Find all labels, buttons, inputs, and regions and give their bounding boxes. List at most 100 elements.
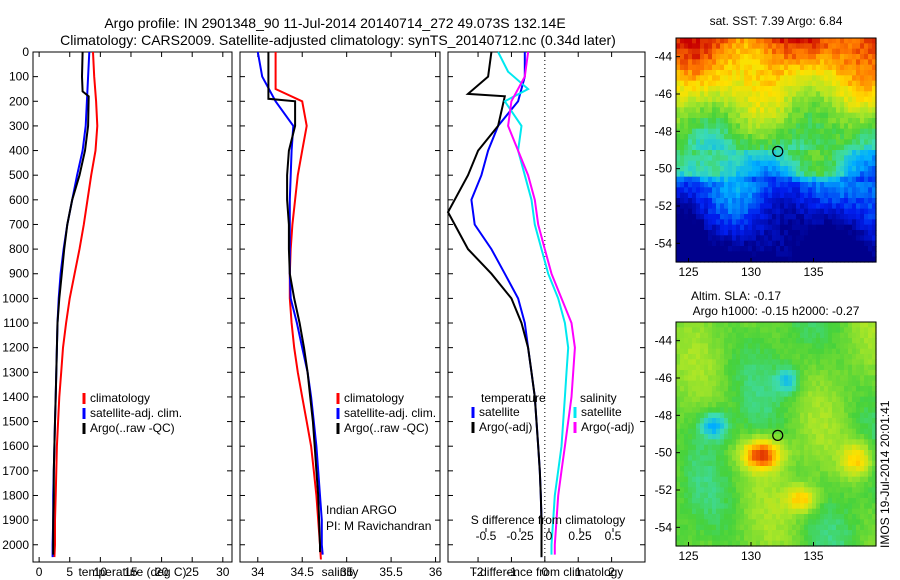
heatmap-cell xyxy=(828,144,833,151)
heatmap-cell xyxy=(752,375,757,382)
heatmap-cell xyxy=(676,134,681,140)
heatmap-cell xyxy=(792,348,797,355)
heatmap-cell xyxy=(740,444,745,451)
heatmap-cell xyxy=(872,359,877,366)
heatmap-cell xyxy=(800,118,805,124)
heatmap-cell xyxy=(676,251,681,258)
heatmap-cell xyxy=(688,134,693,140)
heatmap-cell xyxy=(840,192,845,199)
heatmap-cell xyxy=(688,128,693,135)
heatmap-cell xyxy=(720,160,725,167)
heatmap-cell xyxy=(804,64,809,71)
heatmap-cell xyxy=(860,128,865,135)
heatmap-cell xyxy=(792,498,797,504)
heatmap-cell xyxy=(720,391,725,398)
heatmap-cell xyxy=(744,203,749,210)
heatmap-cell xyxy=(808,155,813,162)
heatmap-cell xyxy=(764,508,769,515)
heatmap-cell xyxy=(720,187,725,194)
heatmap-cell xyxy=(736,407,741,414)
heatmap-cell xyxy=(844,160,849,167)
heatmap-cell xyxy=(788,508,793,515)
heatmap-cell xyxy=(772,343,777,350)
heatmap-cell xyxy=(740,370,745,376)
heatmap-cell xyxy=(872,160,877,167)
heatmap-cell xyxy=(796,256,801,263)
heatmap-cell xyxy=(836,503,841,510)
heatmap-cell xyxy=(716,396,721,403)
legend-header: salinity xyxy=(580,391,617,405)
heatmap-cell xyxy=(680,251,685,258)
heatmap-cell xyxy=(784,182,789,188)
heatmap-cell xyxy=(692,86,697,92)
heatmap-cell xyxy=(872,182,877,188)
heatmap-cell xyxy=(820,38,825,44)
heatmap-cell xyxy=(756,498,761,504)
heatmap-cell xyxy=(752,476,757,483)
heatmap-cell xyxy=(852,332,857,339)
heatmap-cell xyxy=(720,198,725,204)
heatmap-cell xyxy=(768,450,773,456)
heatmap-cell xyxy=(820,59,825,66)
heatmap-cell xyxy=(832,530,837,536)
heatmap-cell xyxy=(680,75,685,82)
heatmap-cell xyxy=(776,492,781,499)
heatmap-cell xyxy=(872,364,877,371)
heatmap-cell xyxy=(688,327,693,334)
heatmap-cell xyxy=(852,107,857,114)
heatmap-cell xyxy=(744,455,749,462)
heatmap-cell xyxy=(712,498,717,504)
heatmap-cell xyxy=(732,102,737,108)
heatmap-cell xyxy=(868,208,873,215)
heatmap-cell xyxy=(724,91,729,98)
heatmap-cell xyxy=(744,150,749,156)
heatmap-cell xyxy=(692,203,697,210)
heatmap-cell xyxy=(864,54,869,60)
heatmap-cell xyxy=(844,112,849,119)
heatmap-cell xyxy=(748,235,753,242)
heatmap-cell xyxy=(756,492,761,499)
heatmap-cell xyxy=(856,240,861,247)
heatmap-cell xyxy=(692,70,697,76)
heatmap-cell xyxy=(708,332,713,339)
heatmap-cell xyxy=(864,38,869,44)
heatmap-cell xyxy=(824,75,829,82)
heatmap-cell xyxy=(824,519,829,526)
heatmap-cell xyxy=(804,256,809,263)
heatmap-cell xyxy=(768,150,773,156)
heatmap-cell xyxy=(684,224,689,231)
heatmap-cell xyxy=(704,43,709,50)
heatmap-cell xyxy=(716,402,721,408)
x-tick-label: 1 xyxy=(575,565,582,579)
heatmap-cell xyxy=(692,343,697,350)
heatmap-cell xyxy=(744,54,749,60)
heatmap-cell xyxy=(728,359,733,366)
heatmap-cell xyxy=(764,327,769,334)
heatmap-cell xyxy=(752,348,757,355)
heatmap-cell xyxy=(724,96,729,103)
heatmap-cell xyxy=(828,444,833,451)
heatmap-cell xyxy=(760,370,765,376)
heatmap-cell xyxy=(832,251,837,258)
heatmap-cell xyxy=(820,192,825,199)
heatmap-cell xyxy=(808,192,813,199)
heatmap-cell xyxy=(824,48,829,55)
heatmap-cell xyxy=(704,96,709,103)
heatmap-cell xyxy=(836,540,841,547)
heatmap-cell xyxy=(740,187,745,194)
heatmap-cell xyxy=(700,354,705,360)
heatmap-cell xyxy=(692,123,697,130)
heatmap-cell xyxy=(812,139,817,146)
heatmap-cell xyxy=(704,187,709,194)
heatmap-cell xyxy=(716,471,721,478)
heatmap-cell xyxy=(864,364,869,371)
heatmap-cell xyxy=(692,380,697,387)
heatmap-cell xyxy=(824,338,829,344)
heatmap-cell xyxy=(848,519,853,526)
heatmap-cell xyxy=(732,54,737,60)
heatmap-cell xyxy=(800,524,805,531)
heatmap-cell xyxy=(708,107,713,114)
heatmap-cell xyxy=(732,540,737,547)
heatmap-cell xyxy=(796,343,801,350)
heatmap-cell xyxy=(680,38,685,44)
